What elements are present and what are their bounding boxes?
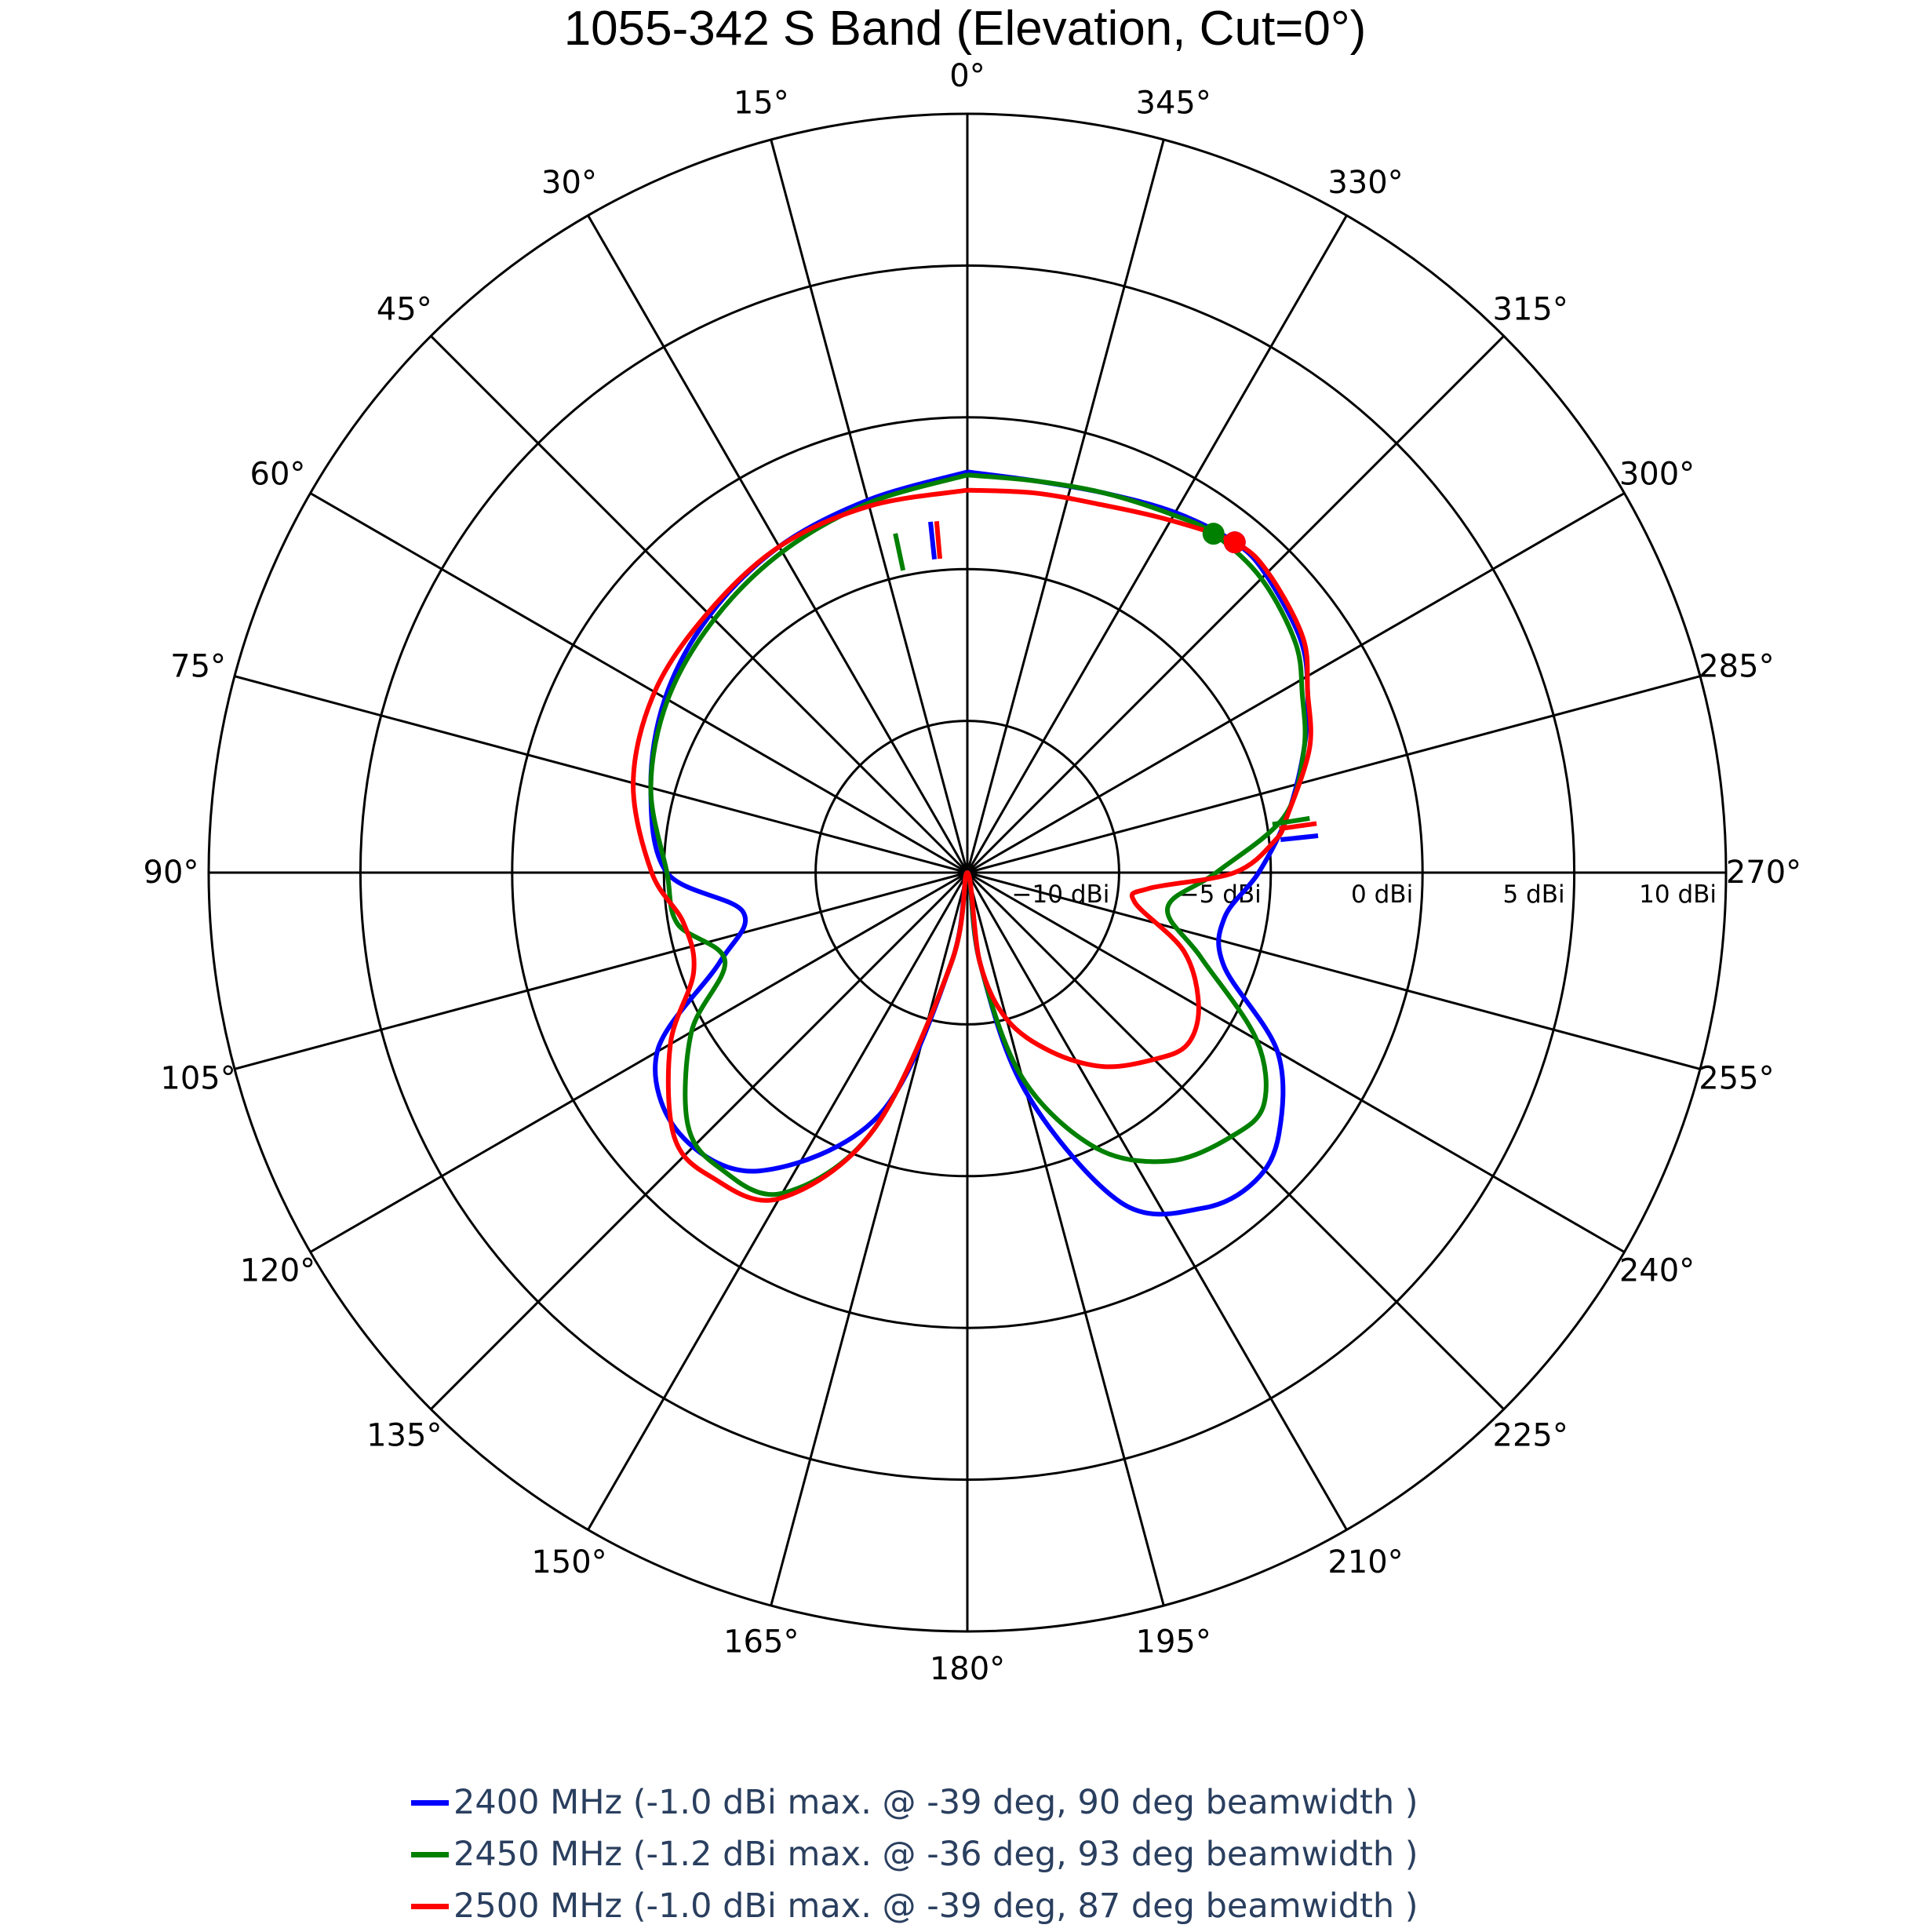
angular-tick-label: 150°	[531, 1544, 606, 1580]
radial-tick-label: 10 dBi	[1639, 880, 1717, 909]
grid-spoke	[966, 139, 1165, 873]
grid-spoke	[966, 335, 1505, 874]
angular-tick-label: 300°	[1619, 457, 1695, 493]
beamwidth-marker	[1272, 815, 1310, 827]
angular-tick-labels: 0° 15° 30° 45° 60° 75° 90° 105° 120° 135° 150° 165°…	[144, 58, 1802, 1687]
radial-tick-label: −10 dBi	[1012, 880, 1110, 909]
beamwidth-marker	[934, 520, 942, 560]
legend-label: 2450 MHz (-1.2 dBi max. @ -36 deg, 93 de…	[453, 1835, 1418, 1874]
angular-tick-label: 60°	[250, 457, 306, 493]
chart-title: 1055-342 S Band (Elevation, Cut=0°)	[563, 2, 1367, 56]
grid-spoke	[966, 214, 1348, 873]
grid-spoke	[966, 872, 1165, 1606]
grid-spoke	[967, 871, 1626, 1253]
angular-tick-label: 90°	[144, 855, 199, 891]
grid-spoke	[234, 675, 968, 874]
grid-spoke	[430, 871, 969, 1410]
grid-spoke	[966, 872, 1348, 1531]
angular-tick-label: 285°	[1699, 648, 1774, 684]
data-traces	[631, 469, 1319, 1217]
grid-spoke	[309, 871, 968, 1253]
beamwidth-marker	[928, 521, 938, 560]
angular-tick-label: 105°	[160, 1061, 235, 1097]
angular-tick-label: 15°	[734, 86, 789, 122]
beamwidth-marker	[1279, 821, 1317, 832]
beamwidth-marker	[1280, 833, 1319, 843]
angular-tick-label: 270°	[1726, 855, 1801, 891]
angular-tick-label: 330°	[1327, 165, 1403, 201]
angular-tick-label: 135°	[366, 1418, 442, 1454]
series-line	[648, 472, 1308, 1197]
legend-item[interactable]: 2450 MHz (-1.2 dBi max. @ -36 deg, 93 de…	[411, 1828, 1418, 1880]
max-gain-marker	[1202, 523, 1225, 545]
grid-spoke	[967, 675, 1701, 874]
angular-tick-label: 120°	[240, 1253, 315, 1289]
grid-spoke	[967, 492, 1626, 874]
max-gain-marker	[1223, 531, 1246, 554]
angular-tick-label: 195°	[1136, 1624, 1211, 1660]
legend-item[interactable]: 2400 MHz (-1.0 dBi max. @ -39 deg, 90 de…	[411, 1777, 1418, 1828]
grid-spoke	[770, 872, 969, 1606]
grid-spoke	[430, 335, 969, 874]
legend-label: 2400 MHz (-1.0 dBi max. @ -39 deg, 90 de…	[453, 1783, 1418, 1822]
grid-spoke	[967, 871, 1701, 1070]
legend: 2400 MHz (-1.0 dBi max. @ -39 deg, 90 de…	[411, 1777, 1418, 1932]
angular-tick-label: 30°	[541, 165, 597, 201]
angular-tick-label: 45°	[377, 291, 432, 327]
series-line	[631, 487, 1313, 1203]
angular-tick-label: 225°	[1493, 1418, 1568, 1454]
grid-spoke	[234, 871, 968, 1070]
grid-spoke	[587, 214, 969, 873]
legend-swatch	[411, 1903, 449, 1909]
radial-tick-label: 5 dBi	[1502, 880, 1564, 909]
angular-tick-label: 210°	[1327, 1544, 1403, 1580]
angular-tick-label: 255°	[1699, 1061, 1774, 1097]
angular-tick-label: 75°	[170, 648, 226, 684]
legend-swatch	[411, 1851, 449, 1857]
legend-swatch	[411, 1799, 449, 1806]
beamwidth-marker	[893, 533, 906, 571]
angular-tick-label: 180°	[930, 1651, 1005, 1687]
radial-tick-label: 0 dBi	[1351, 880, 1413, 909]
angular-tick-label: 315°	[1493, 291, 1568, 327]
angular-tick-label: 345°	[1136, 86, 1211, 122]
grid-spoke	[966, 871, 1505, 1410]
angular-tick-label: 240°	[1619, 1253, 1695, 1289]
legend-label: 2500 MHz (-1.0 dBi max. @ -39 deg, 87 de…	[453, 1886, 1418, 1926]
grid-spoke	[309, 492, 968, 874]
legend-item[interactable]: 2500 MHz (-1.0 dBi max. @ -39 deg, 87 de…	[411, 1880, 1418, 1932]
angular-tick-label: 165°	[723, 1624, 799, 1660]
angular-tick-label: 0°	[949, 58, 985, 94]
